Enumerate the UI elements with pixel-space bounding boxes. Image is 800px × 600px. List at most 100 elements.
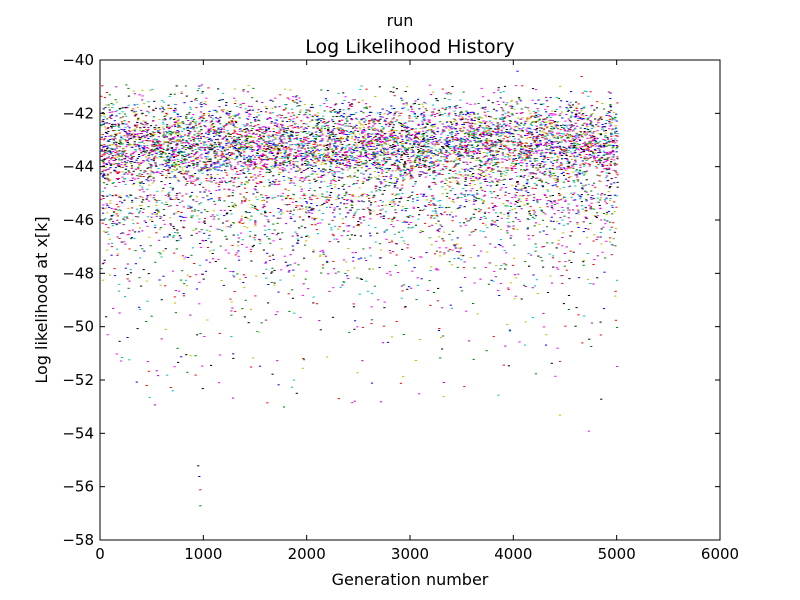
- data-point: [221, 155, 224, 157]
- data-point: [248, 113, 251, 115]
- data-point: [381, 144, 384, 146]
- data-point: [356, 147, 359, 149]
- data-point: [193, 140, 196, 142]
- data-point: [263, 126, 266, 128]
- data-point: [252, 179, 255, 181]
- data-point: [535, 125, 538, 127]
- data-point: [415, 158, 418, 160]
- data-point: [380, 152, 384, 153]
- data-point: [444, 160, 447, 162]
- data-point: [282, 130, 285, 132]
- data-point: [499, 189, 502, 191]
- data-point: [379, 167, 382, 169]
- data-point: [239, 107, 242, 109]
- data-point: [448, 186, 451, 188]
- data-point: [173, 166, 176, 168]
- data-point: [385, 171, 388, 173]
- data-point: [295, 105, 298, 107]
- data-point: [172, 148, 175, 150]
- data-point: [441, 168, 444, 170]
- data-point: [521, 143, 524, 145]
- data-point: [515, 189, 518, 191]
- data-point: [520, 160, 523, 162]
- data-point: [253, 136, 256, 138]
- data-point: [326, 160, 329, 162]
- data-point: [184, 154, 187, 155]
- data-point: [130, 153, 133, 155]
- data-point: [516, 126, 519, 128]
- data-point: [168, 126, 171, 128]
- data-point: [342, 169, 345, 171]
- data-point: [110, 125, 113, 127]
- data-point: [434, 123, 437, 125]
- data-point: [534, 112, 537, 114]
- data-point: [131, 156, 134, 158]
- data-point: [326, 159, 329, 161]
- data-point: [307, 150, 310, 152]
- data-point: [152, 109, 155, 111]
- data-point: [252, 168, 255, 170]
- data-point: [528, 147, 531, 149]
- data-point: [246, 166, 249, 168]
- data-point: [551, 185, 554, 187]
- data-point: [470, 128, 473, 130]
- data-point: [572, 167, 575, 169]
- data-point: [195, 107, 198, 109]
- data-point: [539, 122, 542, 124]
- data-point: [383, 158, 386, 160]
- data-point: [186, 142, 189, 144]
- data-point: [445, 149, 448, 151]
- data-point: [182, 142, 185, 144]
- data-point: [247, 105, 251, 107]
- data-point: [432, 197, 435, 199]
- data-point: [489, 127, 492, 129]
- data-point: [476, 141, 479, 143]
- data-point: [107, 139, 110, 141]
- data-point: [189, 131, 192, 133]
- data-point: [258, 134, 262, 136]
- data-point: [241, 146, 244, 148]
- data-point: [571, 126, 574, 128]
- data-point: [387, 122, 390, 124]
- data-point: [610, 129, 613, 131]
- data-point: [596, 143, 599, 145]
- data-point: [373, 118, 376, 120]
- data-point: [319, 205, 322, 207]
- data-point: [562, 171, 565, 173]
- data-point: [535, 152, 539, 154]
- data-point: [367, 133, 370, 135]
- data-point: [281, 145, 284, 147]
- data-point: [289, 131, 293, 132]
- data-point: [571, 112, 574, 114]
- data-point: [203, 137, 207, 139]
- data-point: [299, 111, 302, 113]
- data-point: [536, 150, 539, 152]
- data-point: [273, 181, 276, 183]
- data-point: [154, 150, 157, 152]
- data-point: [109, 115, 112, 117]
- data-point: [531, 187, 534, 189]
- data-point: [427, 155, 430, 157]
- data-point: [521, 162, 524, 164]
- data-point: [605, 114, 608, 116]
- data-point: [521, 117, 524, 119]
- data-point: [525, 146, 528, 148]
- data-point: [128, 144, 131, 146]
- data-point: [198, 123, 201, 125]
- data-point: [435, 142, 438, 144]
- data-point: [298, 153, 301, 155]
- data-point: [101, 171, 104, 173]
- data-point: [164, 162, 168, 164]
- data-point: [568, 167, 571, 169]
- data-point: [554, 153, 557, 155]
- data-point: [187, 153, 190, 155]
- data-point: [391, 128, 394, 130]
- data-point: [359, 140, 362, 142]
- data-point: [475, 159, 478, 161]
- data-point: [407, 134, 410, 136]
- data-point: [445, 121, 449, 123]
- data-point: [526, 155, 529, 157]
- data-point: [329, 111, 332, 113]
- data-point: [329, 171, 332, 173]
- data-point: [524, 159, 527, 161]
